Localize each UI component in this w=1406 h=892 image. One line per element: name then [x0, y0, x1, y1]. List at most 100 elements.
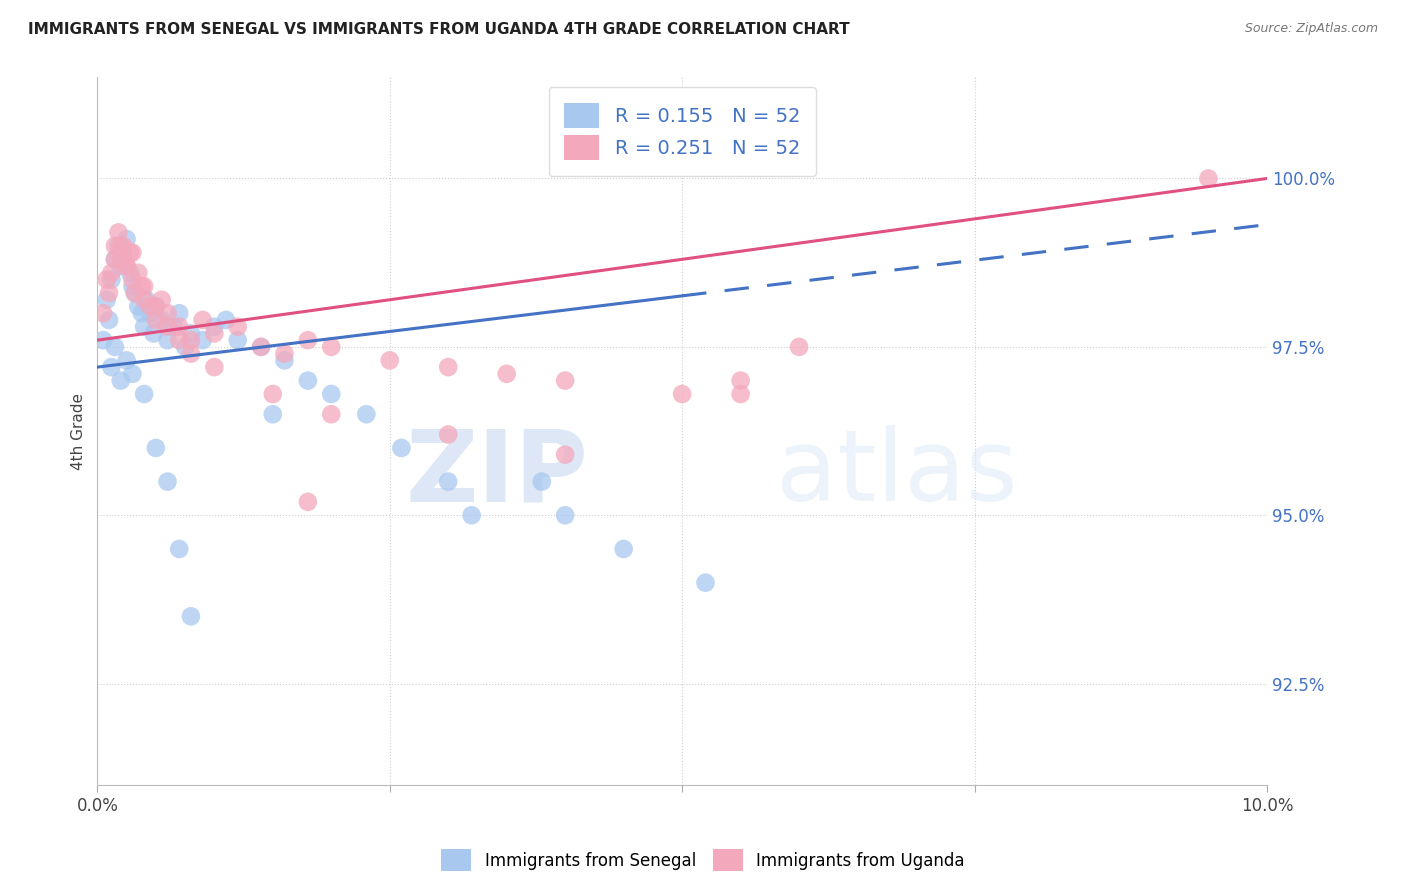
Point: [96, 293, 118, 307]
Point: [167, 541, 190, 556]
Point: [100, 266, 122, 280]
Point: [115, 259, 138, 273]
Point: [250, 340, 273, 354]
Point: [91, 306, 114, 320]
Point: [145, 441, 167, 455]
Point: [115, 232, 138, 246]
Point: [671, 387, 693, 401]
Point: [180, 333, 202, 347]
Point: [262, 387, 284, 401]
Point: [127, 300, 149, 314]
Point: [145, 300, 167, 314]
Point: [554, 448, 576, 462]
Text: ZIP: ZIP: [406, 425, 589, 522]
Point: [202, 360, 225, 375]
Point: [162, 319, 184, 334]
Point: [1197, 171, 1219, 186]
Text: IMMIGRANTS FROM SENEGAL VS IMMIGRANTS FROM UGANDA 4TH GRADE CORRELATION CHART: IMMIGRANTS FROM SENEGAL VS IMMIGRANTS FR…: [28, 22, 849, 37]
Point: [297, 333, 319, 347]
Point: [100, 360, 122, 375]
Point: [215, 313, 238, 327]
Point: [191, 333, 214, 347]
Point: [121, 279, 143, 293]
Point: [226, 319, 249, 334]
Point: [145, 300, 167, 314]
Point: [104, 239, 127, 253]
Point: [120, 266, 142, 280]
Point: [613, 541, 636, 556]
Point: [378, 353, 401, 368]
Point: [127, 266, 149, 280]
Point: [226, 333, 249, 347]
Point: [167, 306, 190, 320]
Point: [98, 313, 121, 327]
Point: [321, 407, 343, 421]
Point: [156, 333, 179, 347]
Point: [150, 313, 173, 327]
Point: [112, 239, 135, 253]
Point: [121, 245, 143, 260]
Point: [139, 300, 162, 314]
Point: [110, 374, 132, 388]
Point: [530, 475, 553, 489]
Point: [437, 360, 460, 375]
Point: [437, 427, 460, 442]
Point: [297, 495, 319, 509]
Point: [115, 353, 138, 368]
Text: Source: ZipAtlas.com: Source: ZipAtlas.com: [1244, 22, 1378, 36]
Point: [554, 374, 576, 388]
Point: [121, 272, 143, 286]
Point: [91, 333, 114, 347]
Point: [273, 353, 295, 368]
Point: [180, 346, 202, 360]
Point: [730, 374, 752, 388]
Point: [142, 326, 165, 341]
Point: [321, 340, 343, 354]
Point: [156, 475, 179, 489]
Point: [98, 285, 121, 300]
Point: [180, 326, 202, 341]
Point: [112, 245, 135, 260]
Point: [321, 387, 343, 401]
Point: [730, 387, 752, 401]
Legend: Immigrants from Senegal, Immigrants from Uganda: Immigrants from Senegal, Immigrants from…: [433, 841, 973, 880]
Point: [107, 239, 129, 253]
Point: [115, 259, 138, 273]
Point: [262, 407, 284, 421]
Point: [167, 333, 190, 347]
Point: [107, 226, 129, 240]
Point: [202, 326, 225, 341]
Point: [156, 306, 179, 320]
Text: atlas: atlas: [776, 425, 1018, 522]
Point: [437, 475, 460, 489]
Point: [250, 340, 273, 354]
Point: [124, 285, 146, 300]
Legend: R = 0.155   N = 52, R = 0.251   N = 52: R = 0.155 N = 52, R = 0.251 N = 52: [548, 87, 815, 176]
Point: [495, 367, 517, 381]
Point: [124, 285, 146, 300]
Point: [273, 346, 295, 360]
Point: [104, 252, 127, 267]
Point: [120, 245, 142, 260]
Point: [145, 313, 167, 327]
Point: [202, 319, 225, 334]
Point: [104, 340, 127, 354]
Point: [167, 319, 190, 334]
Point: [180, 609, 202, 624]
Point: [110, 259, 132, 273]
Point: [121, 367, 143, 381]
Point: [131, 306, 153, 320]
Point: [134, 293, 156, 307]
Point: [391, 441, 413, 455]
Point: [174, 340, 197, 354]
Point: [156, 319, 179, 334]
Point: [150, 293, 173, 307]
Point: [460, 508, 482, 523]
Point: [110, 252, 132, 267]
Point: [191, 313, 214, 327]
Point: [96, 272, 118, 286]
Point: [134, 279, 156, 293]
Point: [554, 508, 576, 523]
Point: [356, 407, 378, 421]
Point: [134, 387, 156, 401]
